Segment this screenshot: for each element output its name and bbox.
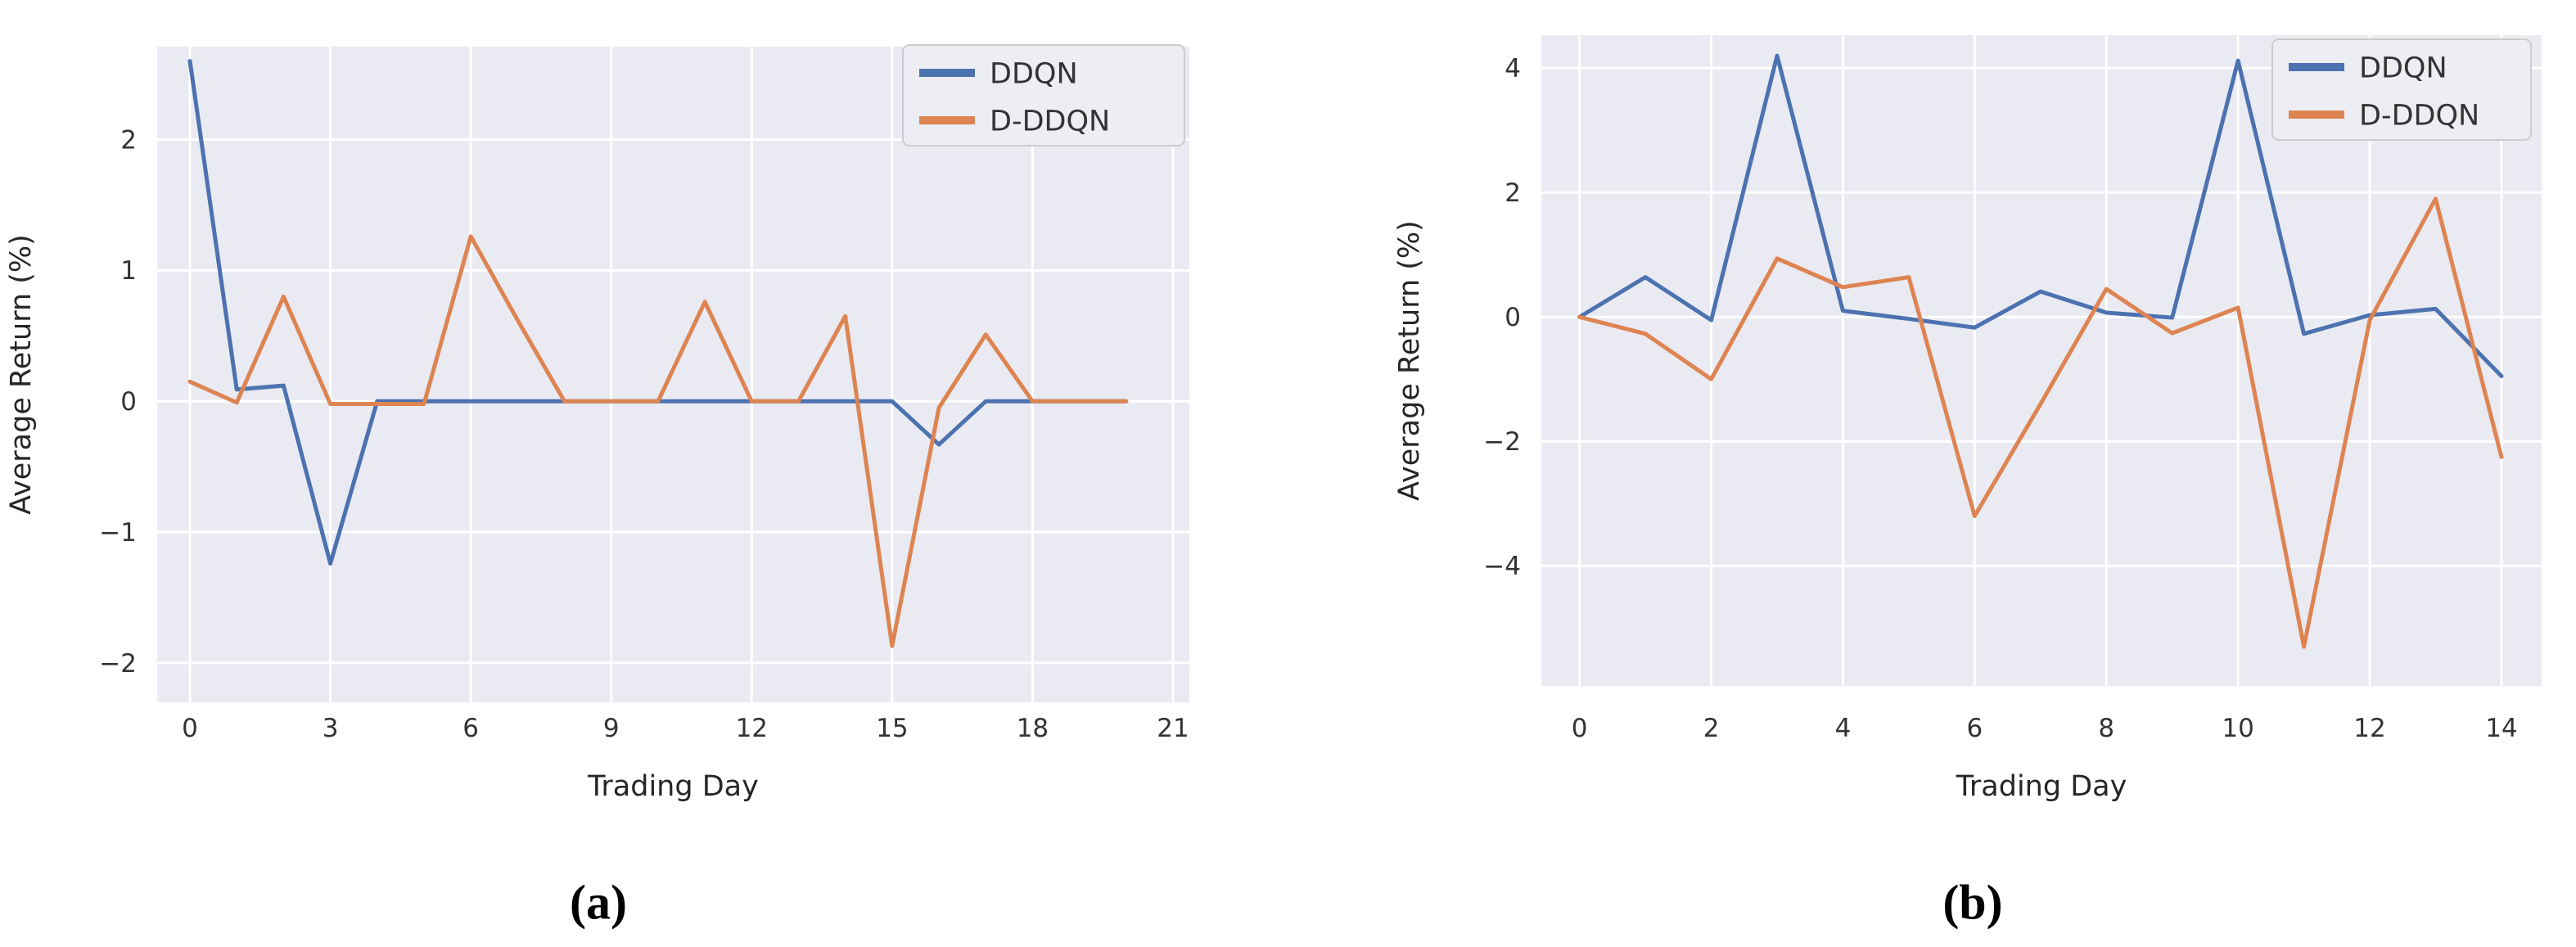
y-tick-label: 1: [120, 256, 137, 286]
series-line-d-ddqn: [187, 234, 1129, 648]
x-tick-label: 14: [2485, 714, 2517, 743]
x-tick-label: 12: [736, 714, 768, 743]
y-tick-label: −2: [1483, 427, 1521, 457]
x-tick-label: 15: [876, 714, 908, 743]
x-tick-label: 6: [1966, 714, 1983, 743]
x-tick-label: 0: [182, 714, 198, 743]
legend-label: D-DDQN: [990, 105, 1110, 138]
series-line-ddqn: [1577, 53, 2504, 379]
y-axis-label: Average Return (%): [5, 234, 38, 515]
y-tick-label: 0: [120, 387, 137, 417]
x-tick-label: 8: [2098, 714, 2114, 743]
x-tick-label: 2: [1703, 714, 1720, 743]
y-tick-label: −4: [1483, 552, 1521, 581]
x-axis-label: Trading Day: [587, 770, 759, 803]
y-axis-label: Average Return (%): [1393, 220, 1426, 501]
caption-b: (b): [1942, 875, 2003, 930]
legend-label: DDQN: [990, 57, 1078, 90]
x-tick-label: 10: [2222, 714, 2253, 743]
y-tick-label: −1: [99, 518, 137, 548]
x-tick-label: 12: [2353, 714, 2385, 743]
y-tick-label: 4: [1505, 54, 1521, 83]
x-tick-label: 4: [1835, 714, 1852, 743]
x-tick-label: 9: [603, 714, 620, 743]
caption-a: (a): [570, 875, 627, 930]
y-tick-label: 2: [1505, 178, 1521, 208]
series-line-d-ddqn: [1577, 196, 2504, 649]
plot-area-b: [1541, 35, 2542, 686]
x-axis-label: Trading Day: [1956, 770, 2127, 803]
y-tick-label: −2: [99, 649, 137, 679]
x-tick-label: 6: [462, 714, 479, 743]
x-tick-label: 0: [1572, 714, 1588, 743]
x-tick-label: 18: [1017, 714, 1049, 743]
x-tick-label: 21: [1157, 714, 1189, 743]
panel-b: 0 2 4 6 8 10 12 14 −4 −2 0 2 4 Trading Day Average Ret…: [1393, 35, 2542, 803]
legend-label: D-DDQN: [2359, 99, 2479, 132]
x-tick-label: 3: [323, 714, 339, 743]
y-tick-label: 0: [1505, 303, 1521, 332]
y-tick-label: 2: [120, 125, 137, 155]
legend-label: DDQN: [2359, 52, 2447, 84]
